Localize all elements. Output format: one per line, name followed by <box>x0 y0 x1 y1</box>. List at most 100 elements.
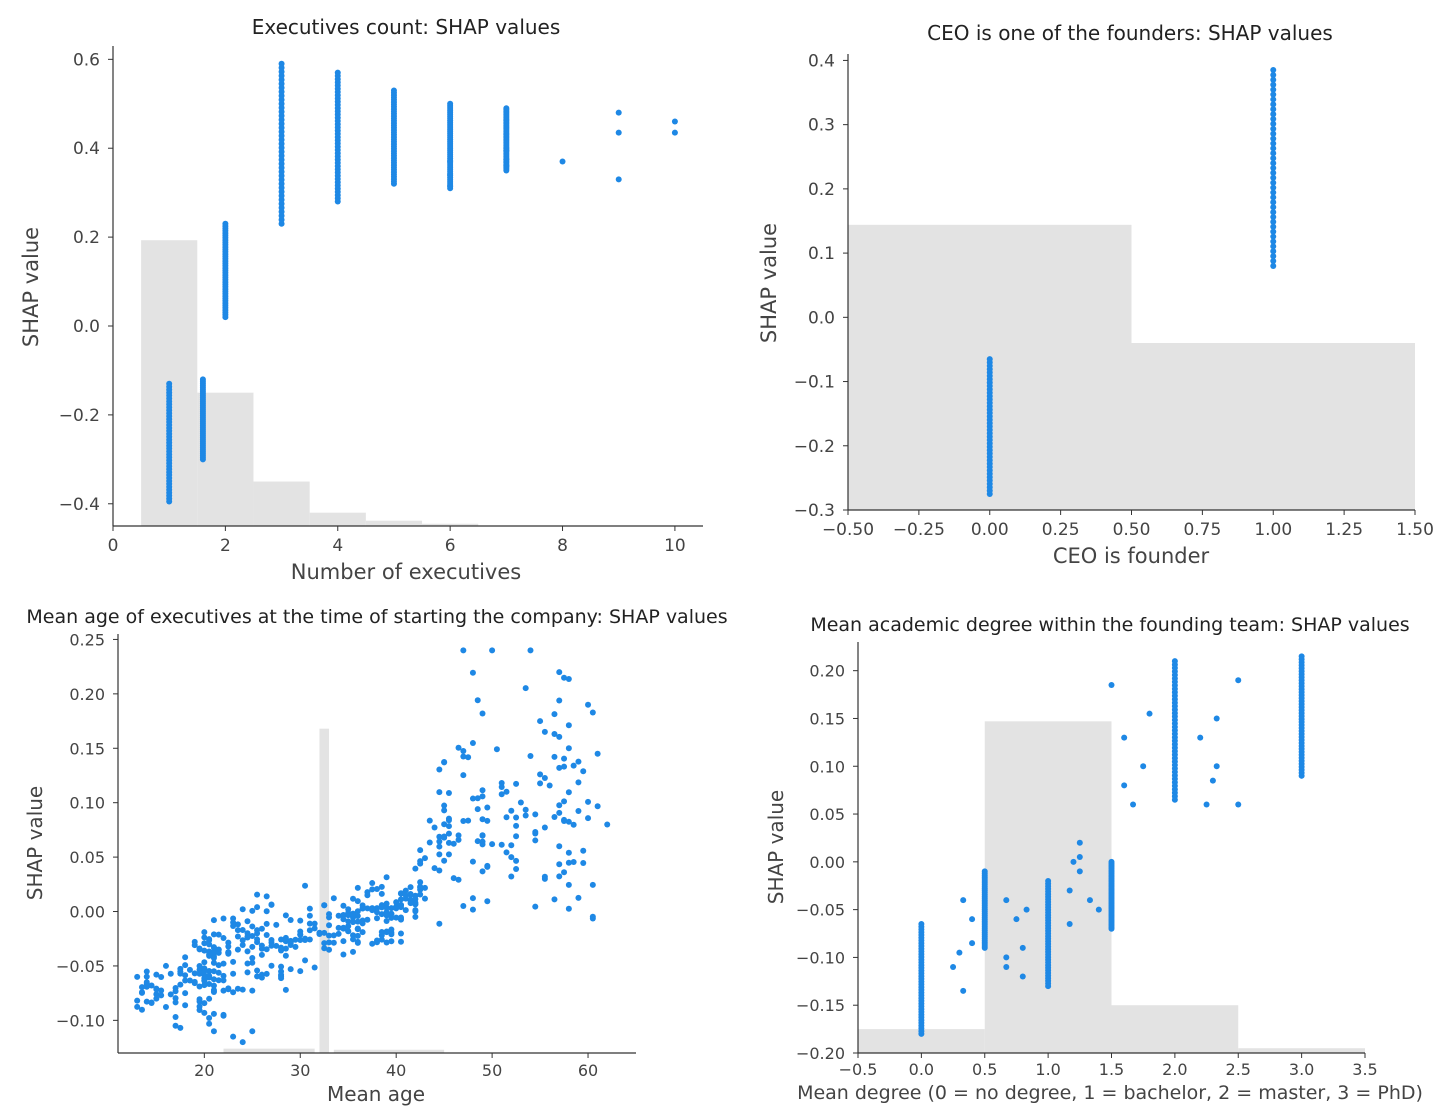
data-point <box>1270 106 1277 113</box>
y-tick-label: −0.15 <box>796 996 845 1015</box>
data-point <box>469 795 476 802</box>
data-point <box>306 912 313 919</box>
data-point <box>249 954 256 961</box>
data-point <box>196 970 203 977</box>
data-point <box>258 951 265 958</box>
data-point <box>388 910 395 917</box>
histogram-bar <box>365 520 423 526</box>
data-point <box>239 937 246 944</box>
data-point <box>215 962 222 969</box>
data-point <box>503 156 510 163</box>
data-point <box>551 753 558 760</box>
data-point <box>354 925 361 932</box>
data-point <box>493 746 500 753</box>
data-point <box>1076 868 1083 875</box>
data-point <box>561 674 568 681</box>
x-tick-label: 1.00 <box>1254 520 1292 540</box>
data-point <box>484 898 491 905</box>
data-point <box>282 986 289 993</box>
data-point <box>393 899 400 906</box>
data-point <box>201 1000 208 1007</box>
data-point <box>297 968 304 975</box>
data-point <box>565 849 572 856</box>
data-point <box>254 936 261 943</box>
data-point <box>1270 81 1277 88</box>
data-point <box>249 907 256 914</box>
data-point <box>484 804 491 811</box>
data-point <box>541 824 548 831</box>
y-tick-label: 0.2 <box>808 180 835 200</box>
data-point <box>359 929 366 936</box>
y-tick-label: 0.0 <box>73 317 100 337</box>
data-point <box>417 860 424 867</box>
data-point <box>541 875 548 882</box>
data-point <box>143 983 150 990</box>
histogram-bar <box>858 1029 985 1053</box>
data-point <box>445 790 452 797</box>
data-point <box>369 906 376 913</box>
data-point <box>206 972 213 979</box>
y-tick-label: 0.1 <box>808 244 835 264</box>
data-point <box>450 875 457 882</box>
data-point <box>498 841 505 848</box>
data-point <box>210 944 217 951</box>
data-point <box>474 697 481 704</box>
data-point <box>426 817 433 824</box>
data-point <box>532 837 539 844</box>
data-point <box>575 758 582 765</box>
x-tick-label: 4 <box>332 536 343 556</box>
data-point <box>369 880 376 887</box>
data-point <box>364 905 371 912</box>
data-point <box>397 902 404 909</box>
data-point <box>210 968 217 975</box>
data-point <box>350 936 357 943</box>
data-point <box>1076 839 1083 846</box>
data-point <box>234 933 241 940</box>
data-point <box>565 789 572 796</box>
data-point <box>234 921 241 928</box>
y-tick-label: 0.3 <box>808 116 835 136</box>
data-point <box>201 975 208 982</box>
data-point <box>220 935 227 942</box>
data-point <box>556 669 563 676</box>
data-point <box>1066 887 1073 894</box>
data-point <box>1171 658 1178 665</box>
data-point <box>561 755 568 762</box>
data-point <box>585 701 592 708</box>
data-point <box>143 968 150 975</box>
data-point <box>326 932 333 939</box>
data-point <box>412 896 419 903</box>
data-point <box>182 954 189 961</box>
data-point <box>556 697 563 704</box>
data-point <box>383 904 390 911</box>
data-point <box>575 779 582 786</box>
data-point <box>1209 777 1216 784</box>
y-tick-label: 0.25 <box>69 630 105 649</box>
data-point <box>239 986 246 993</box>
data-point <box>254 967 261 974</box>
data-point <box>479 816 486 823</box>
data-point <box>441 807 448 814</box>
data-point <box>210 954 217 961</box>
data-point <box>397 938 404 945</box>
data-point <box>330 939 337 946</box>
data-point <box>244 930 251 937</box>
data-point <box>1235 801 1242 808</box>
data-point <box>162 1004 169 1011</box>
data-point <box>311 964 318 971</box>
data-point <box>383 928 390 935</box>
data-point <box>402 887 409 894</box>
data-point <box>565 818 572 825</box>
data-point <box>580 847 587 854</box>
data-point <box>196 983 203 990</box>
data-point <box>210 976 217 983</box>
data-point <box>244 934 251 941</box>
histogram <box>223 728 445 1053</box>
data-point <box>1270 140 1277 147</box>
data-point <box>334 69 341 76</box>
data-point <box>249 959 256 966</box>
data-point <box>263 946 270 953</box>
data-point <box>220 972 227 979</box>
data-point <box>455 744 462 751</box>
data-point <box>330 932 337 939</box>
